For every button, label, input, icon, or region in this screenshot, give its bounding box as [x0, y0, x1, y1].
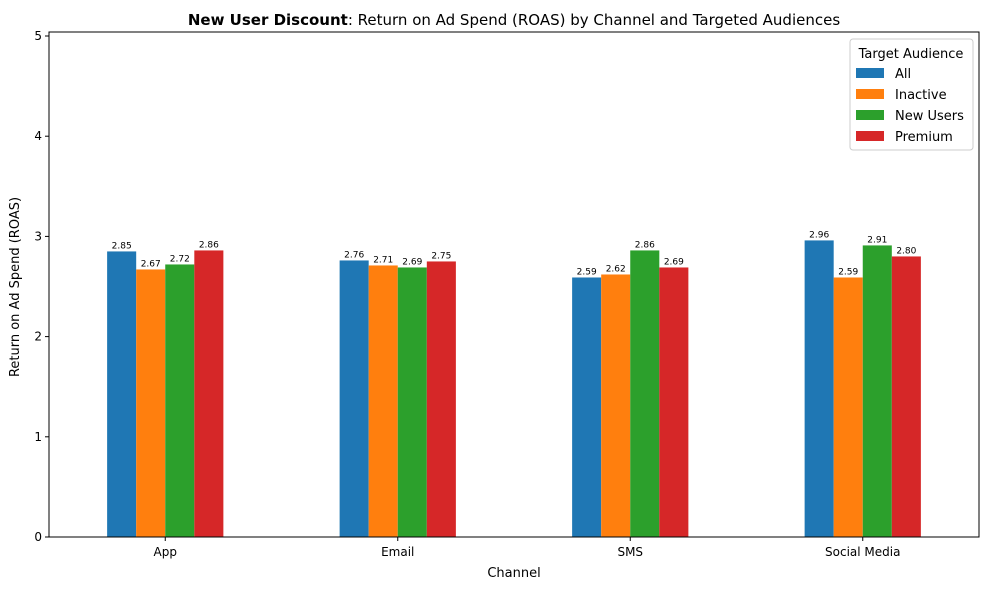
- bar: [426, 261, 456, 537]
- legend-swatch: [856, 110, 884, 120]
- legend-entry: Premium: [895, 130, 953, 145]
- y-tick-label: 5: [34, 29, 42, 43]
- bar-value-label: 2.96: [809, 230, 829, 240]
- bar: [165, 264, 195, 537]
- x-tick-label: Email: [381, 545, 414, 559]
- chart-title-bold: New User Discount: [188, 11, 348, 29]
- x-tick-label: SMS: [617, 545, 643, 559]
- legend-swatch: [856, 131, 884, 141]
- legend-swatch: [856, 68, 884, 78]
- bar-value-label: 2.62: [606, 264, 626, 274]
- bar: [368, 265, 398, 537]
- bar-value-label: 2.80: [896, 246, 916, 256]
- bar: [833, 277, 863, 537]
- bar-value-label: 2.91: [867, 235, 887, 245]
- legend-entry: Inactive: [895, 88, 947, 103]
- x-axis-label: Channel: [487, 566, 540, 581]
- chart-title-rest: : Return on Ad Spend (ROAS) by Channel a…: [348, 11, 840, 29]
- bar: [601, 274, 631, 537]
- bar: [659, 267, 689, 537]
- bar-value-label: 2.59: [577, 267, 597, 277]
- legend-entry: All: [895, 67, 911, 82]
- legend-entry: New Users: [895, 109, 964, 124]
- bar-value-label: 2.71: [373, 255, 393, 265]
- bar-value-label: 2.69: [402, 257, 422, 267]
- bar-value-label: 2.67: [141, 259, 161, 269]
- bar: [107, 251, 137, 538]
- chart-title: New User Discount: Return on Ad Spend (R…: [188, 11, 840, 29]
- bar-value-label: 2.59: [838, 267, 858, 277]
- bar-value-label: 2.72: [170, 254, 190, 264]
- bar: [630, 250, 660, 537]
- bar: [804, 240, 834, 537]
- legend-swatch: [856, 89, 884, 99]
- bar-value-label: 2.86: [199, 240, 219, 250]
- bar: [397, 267, 427, 537]
- bar: [862, 245, 892, 538]
- x-tick-label: Social Media: [825, 545, 900, 559]
- legend-title: Target Audience: [858, 47, 964, 62]
- y-tick-label: 4: [34, 129, 42, 143]
- x-tick-label: App: [154, 545, 177, 559]
- bar: [194, 250, 224, 537]
- bar-value-label: 2.86: [635, 240, 655, 250]
- legend: Target Audience All Inactive New Users Prem…: [849, 38, 974, 151]
- y-tick-label: 1: [34, 430, 42, 444]
- bar: [891, 256, 921, 537]
- bar: [136, 269, 166, 537]
- bar-value-label: 2.85: [112, 241, 132, 251]
- bar-value-label: 2.75: [431, 251, 451, 261]
- bar: [572, 277, 602, 537]
- y-tick-label: 2: [34, 330, 42, 344]
- bar-value-label: 2.76: [344, 250, 364, 260]
- y-tick-label: 0: [34, 530, 42, 544]
- bar-value-label: 2.69: [664, 257, 684, 267]
- legend-box: [849, 38, 974, 151]
- bar: [339, 260, 369, 537]
- plot-frame: [48, 31, 980, 538]
- y-axis-label: Return on Ad Spend (ROAS): [8, 197, 23, 377]
- y-tick-label: 3: [34, 229, 42, 243]
